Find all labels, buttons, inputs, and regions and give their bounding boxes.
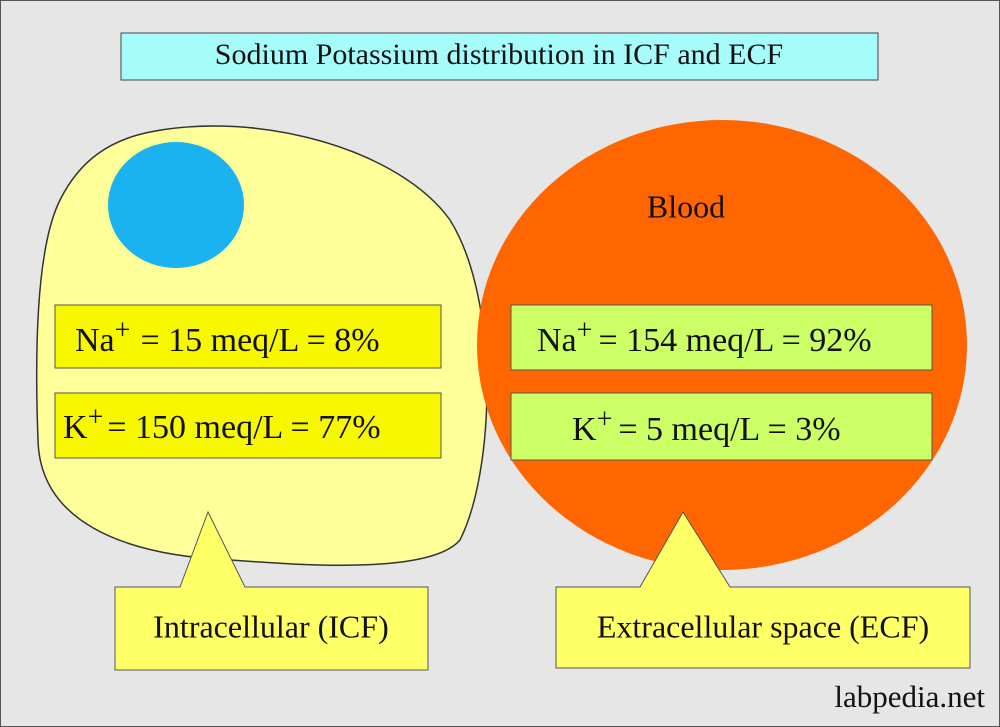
ecf-callout bbox=[555, 511, 971, 669]
blood-label: Blood bbox=[647, 188, 725, 224]
ecf-label: Extracellular space (ECF) bbox=[597, 608, 929, 644]
icf-callout bbox=[114, 510, 429, 671]
icf-sodium: Na+ = 15 meq/L = 8% bbox=[75, 315, 380, 358]
ecf-potassium: K+ = 5 meq/L = 3% bbox=[572, 404, 841, 447]
icf-label: Intracellular (ICF) bbox=[153, 608, 388, 644]
icf-potassium: K+ = 150 meq/L = 77% bbox=[63, 402, 381, 445]
icf-potassium-box bbox=[54, 392, 442, 459]
watermark: labpedia.net bbox=[834, 679, 985, 714]
ecf-potassium-box bbox=[510, 392, 933, 461]
ecf-sodium-box bbox=[510, 304, 933, 371]
title-box bbox=[120, 32, 879, 81]
nucleus bbox=[108, 142, 244, 268]
icf-sodium-box bbox=[54, 304, 442, 369]
title: Sodium Potassium distribution in ICF and… bbox=[215, 38, 783, 71]
ecf-sodium: Na+ = 154 meq/L = 92% bbox=[537, 315, 872, 358]
